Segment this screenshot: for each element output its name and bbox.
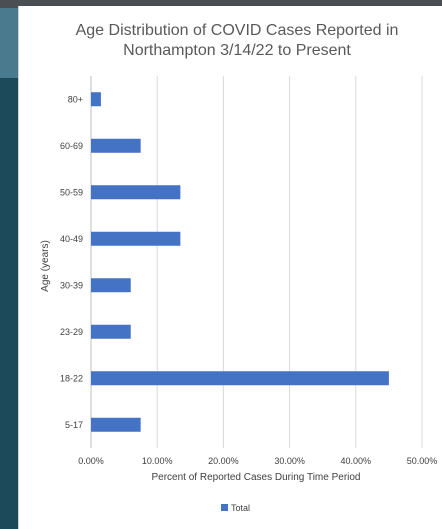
legend-label: Total <box>231 503 250 513</box>
x-tick-label: 50.00% <box>407 456 438 466</box>
legend: Total <box>221 503 250 513</box>
x-tick-label: 0.00% <box>78 456 104 466</box>
bar-23-29 <box>91 324 131 339</box>
bar-40-49 <box>91 231 181 246</box>
chart-container: Age Distribution of COVID Cases Reported… <box>18 6 442 529</box>
y-tick-label: 5-17 <box>65 420 83 430</box>
chart-title-line-1: Age Distribution of COVID Cases Reported… <box>76 22 399 39</box>
x-tick-label: 10.00% <box>142 456 173 466</box>
bar-5-17 <box>91 417 141 432</box>
y-tick-label: 30-39 <box>60 280 83 290</box>
y-tick-label: 40-49 <box>60 234 83 244</box>
side-panel-top <box>0 8 18 78</box>
chart-title-line-2: Northampton 3/14/22 to Present <box>123 42 351 59</box>
y-tick-label: 60-69 <box>60 141 83 151</box>
y-tick-label: 23-29 <box>60 327 83 337</box>
y-axis-title: Age (years) <box>40 240 51 292</box>
x-tick-label: 30.00% <box>274 456 305 466</box>
bar-chart: Age Distribution of COVID Cases Reported… <box>40 22 438 513</box>
legend-swatch <box>221 504 228 511</box>
x-tick-label: 20.00% <box>208 456 239 466</box>
y-tick-label: 18-22 <box>60 373 83 383</box>
y-tick-label: 50-59 <box>60 187 83 197</box>
bar-18-22 <box>91 371 389 386</box>
x-tick-label: 40.00% <box>341 456 372 466</box>
side-panel <box>0 78 18 529</box>
bar-50-59 <box>91 185 181 200</box>
x-axis-title: Percent of Reported Cases During Time Pe… <box>152 472 361 483</box>
bar-80+ <box>91 92 101 107</box>
bar-30-39 <box>91 278 131 293</box>
y-tick-label: 80+ <box>68 94 83 104</box>
bar-60-69 <box>91 138 141 153</box>
